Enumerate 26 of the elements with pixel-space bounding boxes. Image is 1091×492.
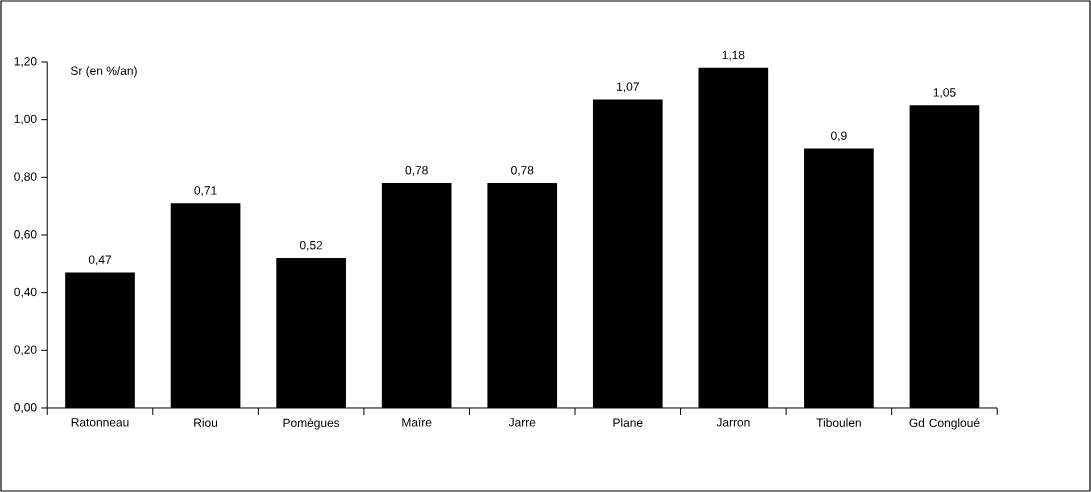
data-label: 1,07 — [617, 82, 639, 93]
x-tick-label: Gd Congloué — [909, 418, 980, 430]
data-label: 0,78 — [405, 166, 428, 176]
x-tick-label: Ratonneau — [71, 418, 129, 427]
x-tick-label: Plane — [613, 418, 643, 427]
data-label: 0,47 — [88, 255, 112, 266]
y-tick-label: 1,00 — [14, 114, 37, 125]
data-label: 0,71 — [194, 186, 217, 197]
y-tick-label: 0,40 — [14, 287, 37, 298]
x-tick-label: Jarron — [716, 418, 750, 427]
data-label: 0,52 — [299, 241, 323, 251]
data-label: 0,9 — [831, 131, 847, 142]
x-tick-label: Tiboulen — [816, 418, 861, 427]
y-tick-label: 0,20 — [14, 345, 37, 356]
y-tick-label: 0,80 — [14, 172, 37, 183]
x-tick-label: Jarre — [508, 418, 536, 427]
data-label: 1,05 — [933, 88, 956, 99]
data-label: 0,78 — [511, 166, 534, 176]
x-tick-label: Riou — [194, 418, 218, 427]
x-tick-label: Maïre — [402, 418, 432, 427]
y-tick-label: 1,20 — [14, 57, 37, 67]
y-axis-title: Sr (en %/an) — [70, 66, 137, 78]
y-tick-label: 0,60 — [14, 230, 37, 240]
y-tick-label: 0,00 — [14, 403, 37, 413]
x-tick-label: Pomègues — [283, 418, 340, 430]
data-label: 1,18 — [722, 50, 745, 61]
